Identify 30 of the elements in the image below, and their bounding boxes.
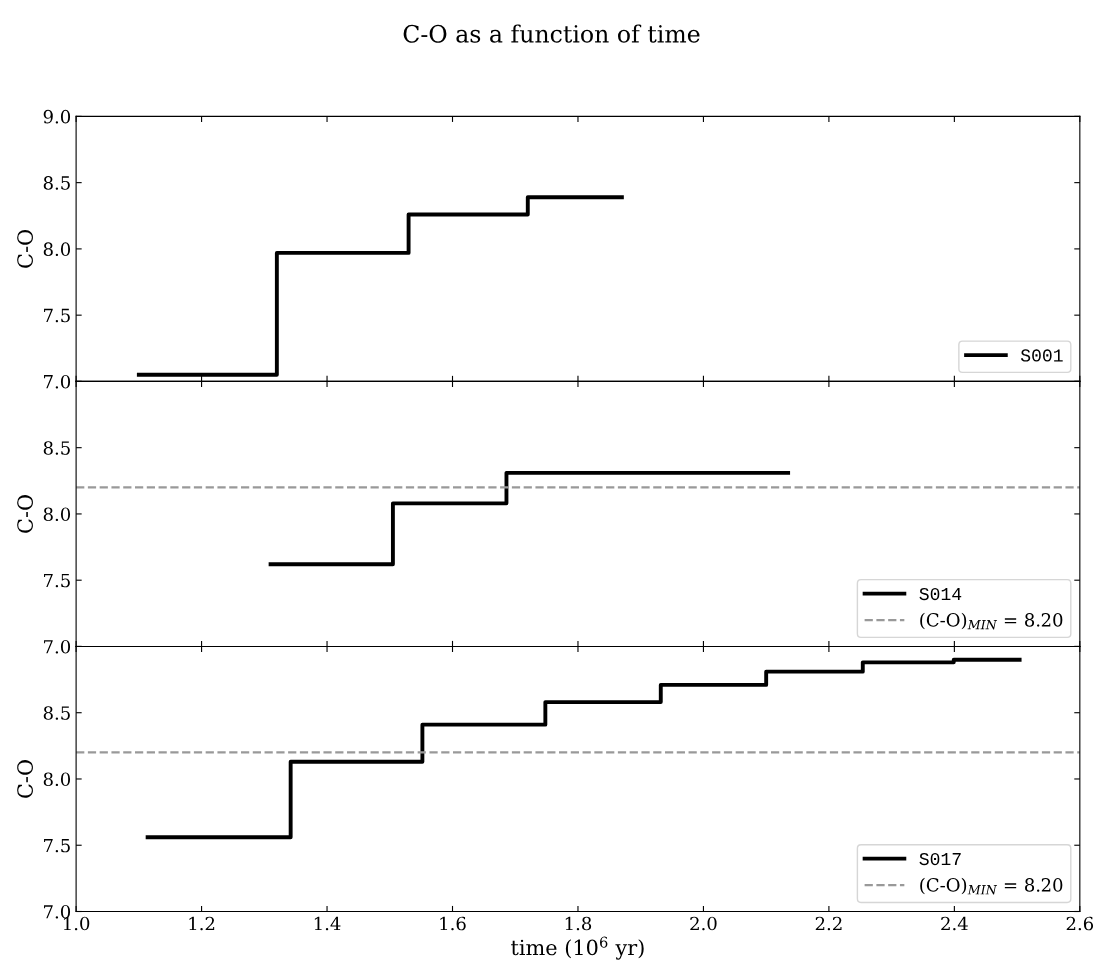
y-tick-label: 8.0 xyxy=(43,772,71,787)
chart-title: C-O as a function of time xyxy=(403,24,700,43)
y-axis-title: C-O xyxy=(17,760,33,798)
y-tick-label: 7.5 xyxy=(44,838,70,853)
x-tick-label: 1.6 xyxy=(440,916,466,931)
x-tick-label: 1.4 xyxy=(314,916,341,931)
y-tick-label: 7.0 xyxy=(44,639,71,654)
x-tick-label: 2.2 xyxy=(815,916,842,931)
y-axis-title: C-O xyxy=(17,495,33,533)
legend-label: (C-O)$_{MIN}$ = 8.20 xyxy=(920,877,1063,895)
x-tick-label: 1.2 xyxy=(189,916,215,931)
x-tick-label: 2.4 xyxy=(941,916,968,931)
y-tick-label: 8.5 xyxy=(43,706,70,720)
y-tick-label: 8.0 xyxy=(43,507,71,522)
y-tick-label: 8.5 xyxy=(43,441,70,455)
y-tick-label: 9.0 xyxy=(43,109,71,124)
legend-label: S014 xyxy=(919,587,962,601)
x-tick-label: 1.8 xyxy=(565,916,592,931)
legend-label: (C-O)$_{MIN}$ = 8.20 xyxy=(920,612,1063,630)
y-tick-label: 8.0 xyxy=(43,242,71,257)
legend-label: S017 xyxy=(919,852,961,866)
y-tick-label: 8.5 xyxy=(43,176,70,190)
x-tick-label: 2.0 xyxy=(690,916,717,931)
y-tick-label: 7.5 xyxy=(44,308,70,323)
y-tick-label: 7.0 xyxy=(44,374,71,389)
y-tick-label: 7.5 xyxy=(44,573,70,588)
legend-label: S001 xyxy=(1020,349,1063,362)
x-tick-label: 2.6 xyxy=(1066,916,1094,931)
x-axis-title: time (10$^{6}$ yr) xyxy=(511,936,644,960)
y-axis-title: C-O xyxy=(17,230,33,268)
